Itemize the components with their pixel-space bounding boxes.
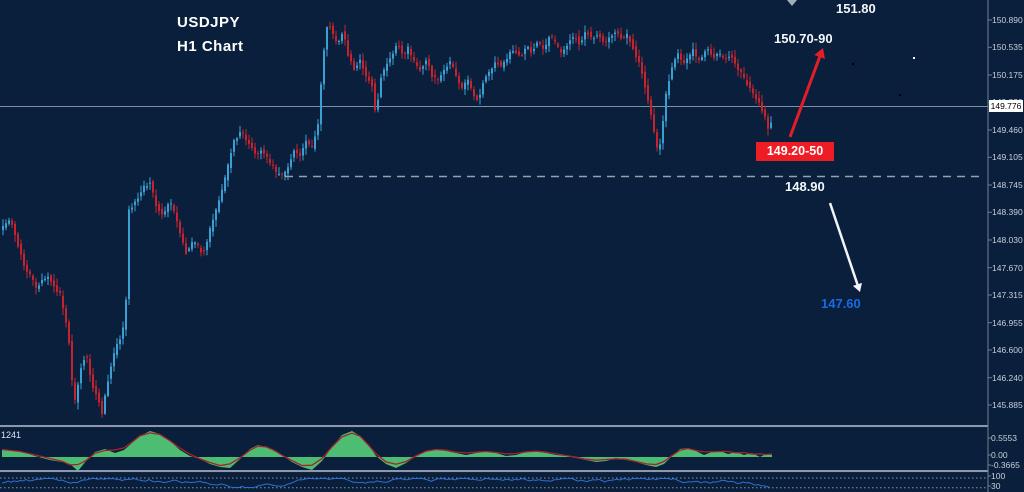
price-tick-label: 146.240 (992, 372, 1023, 383)
stoch-scale-bottom: 30 (991, 481, 1001, 491)
price-tick-label: 149.460 (992, 124, 1023, 135)
stoch-scale-top: 100 (991, 471, 1006, 481)
oscillator-scale-min: -0.3665 (991, 460, 1020, 470)
oscillator-scale-zero: 0.00 (991, 450, 1008, 460)
price-tick-label: 148.745 (992, 179, 1023, 190)
annotation-resistance-151-80[interactable]: 151.80 (836, 1, 876, 16)
annotation-level-148-90[interactable]: 148.90 (785, 179, 825, 194)
price-tick-label: 150.535 (992, 42, 1023, 53)
price-tick-label: 147.670 (992, 262, 1023, 273)
price-tick-label: 150.890 (992, 15, 1023, 25)
price-tick-label: 146.955 (992, 317, 1023, 328)
annotation-support-zone-149-20-50[interactable]: 149.20-50 (756, 142, 834, 161)
price-tick-label: 147.315 (992, 289, 1023, 300)
annotation-target-147-60[interactable]: 147.60 (821, 296, 861, 311)
price-tick-label: 146.600 (992, 344, 1023, 355)
price-tick-label: 148.030 (992, 234, 1023, 245)
price-tick-label: 149.105 (992, 152, 1023, 163)
price-tick-label: 150.175 (992, 69, 1023, 80)
oscillator-scale-max: 0.5553 (991, 433, 1017, 443)
current-price-label: 149.776 (989, 100, 1023, 112)
oscillator-value-label: 1241 (1, 430, 22, 440)
annotation-resistance-zone-150-70-90[interactable]: 150.70-90 (774, 31, 833, 46)
price-tick-label: 148.390 (992, 207, 1023, 218)
price-tick-label: 145.885 (992, 399, 1023, 410)
